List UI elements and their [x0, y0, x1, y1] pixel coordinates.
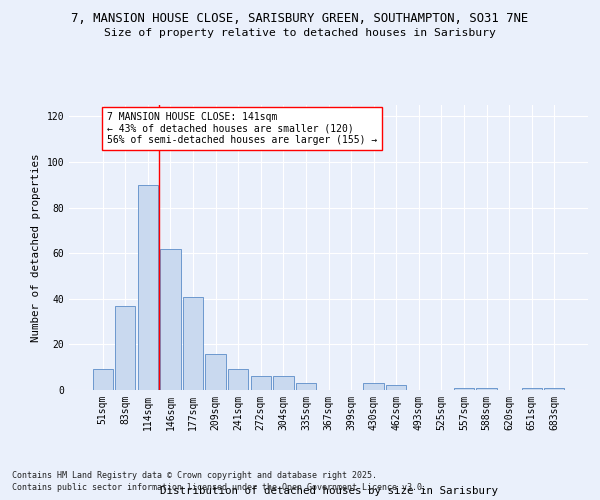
- Bar: [544, 388, 565, 390]
- Text: Contains HM Land Registry data © Crown copyright and database right 2025.: Contains HM Land Registry data © Crown c…: [12, 471, 377, 480]
- Bar: [183, 296, 203, 390]
- Bar: [386, 386, 406, 390]
- Y-axis label: Number of detached properties: Number of detached properties: [31, 153, 41, 342]
- Bar: [251, 376, 271, 390]
- Bar: [454, 388, 474, 390]
- Text: 7 MANSION HOUSE CLOSE: 141sqm
← 43% of detached houses are smaller (120)
56% of : 7 MANSION HOUSE CLOSE: 141sqm ← 43% of d…: [107, 112, 377, 145]
- Bar: [160, 248, 181, 390]
- X-axis label: Distribution of detached houses by size in Sarisbury: Distribution of detached houses by size …: [160, 486, 497, 496]
- Text: Size of property relative to detached houses in Sarisbury: Size of property relative to detached ho…: [104, 28, 496, 38]
- Bar: [138, 185, 158, 390]
- Bar: [364, 383, 384, 390]
- Bar: [521, 388, 542, 390]
- Bar: [205, 354, 226, 390]
- Bar: [228, 370, 248, 390]
- Bar: [296, 383, 316, 390]
- Bar: [115, 306, 136, 390]
- Bar: [273, 376, 293, 390]
- Bar: [476, 388, 497, 390]
- Text: 7, MANSION HOUSE CLOSE, SARISBURY GREEN, SOUTHAMPTON, SO31 7NE: 7, MANSION HOUSE CLOSE, SARISBURY GREEN,…: [71, 12, 529, 26]
- Text: Contains public sector information licensed under the Open Government Licence v3: Contains public sector information licen…: [12, 484, 427, 492]
- Bar: [92, 370, 113, 390]
